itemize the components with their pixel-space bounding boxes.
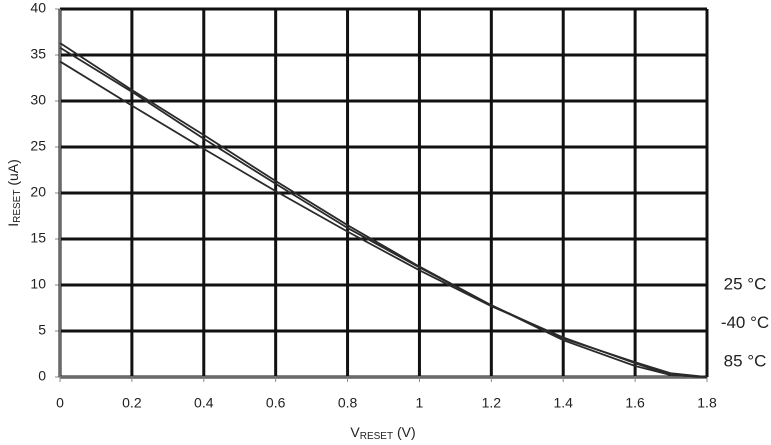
y-tick-label: 0 (38, 368, 46, 384)
y-tick-label: 35 (30, 46, 46, 62)
series-line (59, 60, 708, 378)
legend-label: 85 °C (724, 351, 767, 370)
y-axis-label: IRESET (uA) (5, 159, 23, 227)
y-label-main: I (5, 223, 21, 227)
x-tick-label: 1.6 (625, 395, 645, 411)
y-tick-label: 5 (38, 322, 46, 338)
series-line (59, 46, 708, 378)
x-tick-label: 0.2 (122, 395, 142, 411)
y-label-sub: RESET (12, 190, 23, 223)
y-tick-label: 25 (30, 138, 46, 154)
x-tick-label: 0.6 (266, 395, 286, 411)
x-tick-label: 1.8 (697, 395, 717, 411)
x-label-unit: (V) (393, 424, 416, 440)
x-tick-label: 1.4 (553, 395, 573, 411)
x-tick-label: 0.4 (194, 395, 214, 411)
legend-label: 25 °C (724, 274, 767, 293)
series-line (59, 42, 708, 378)
x-tick-label: 0.8 (338, 395, 358, 411)
x-label-main: V (350, 424, 360, 440)
y-tick-label: 10 (30, 276, 46, 292)
x-tick-label: 1.2 (482, 395, 502, 411)
y-tick-label: 20 (30, 184, 46, 200)
y-tick-label: 40 (30, 0, 46, 16)
x-tick-label: 1 (416, 395, 424, 411)
y-tick-label: 30 (30, 92, 46, 108)
x-tick-label: 0 (56, 395, 64, 411)
y-tick-label: 15 (30, 230, 46, 246)
legend-label: -40 °C (721, 313, 769, 332)
y-label-unit: (uA) (5, 159, 21, 189)
x-label-sub: RESET (360, 431, 393, 442)
x-axis-label: VRESET (V) (350, 424, 415, 442)
